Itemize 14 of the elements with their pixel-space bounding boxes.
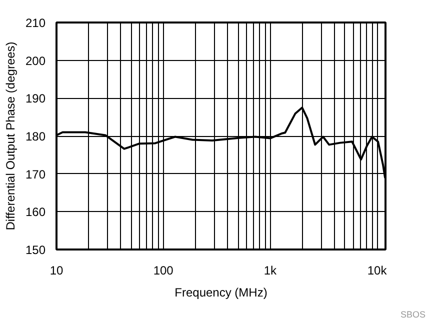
text: SBOS — [400, 310, 426, 320]
x-tick-label: 10 — [50, 264, 64, 278]
x-tick-label: 1k — [264, 264, 278, 278]
y-tick-label: 180 — [25, 130, 46, 144]
x-tick-label: 10k — [367, 264, 388, 278]
y-tick-label: 200 — [25, 54, 46, 68]
x-tick-label: 100 — [153, 264, 174, 278]
y-tick-label: 160 — [25, 205, 46, 220]
y-tick-label: 170 — [25, 167, 46, 182]
y-tick-label: 150 — [25, 243, 46, 257]
y-tick-label: 190 — [25, 92, 46, 106]
x-axis-title: Frequency (MHz) — [174, 286, 268, 300]
y-axis-title: Differential Output Phase (degrees) — [3, 42, 18, 230]
y-tick-label: 210 — [25, 16, 46, 30]
